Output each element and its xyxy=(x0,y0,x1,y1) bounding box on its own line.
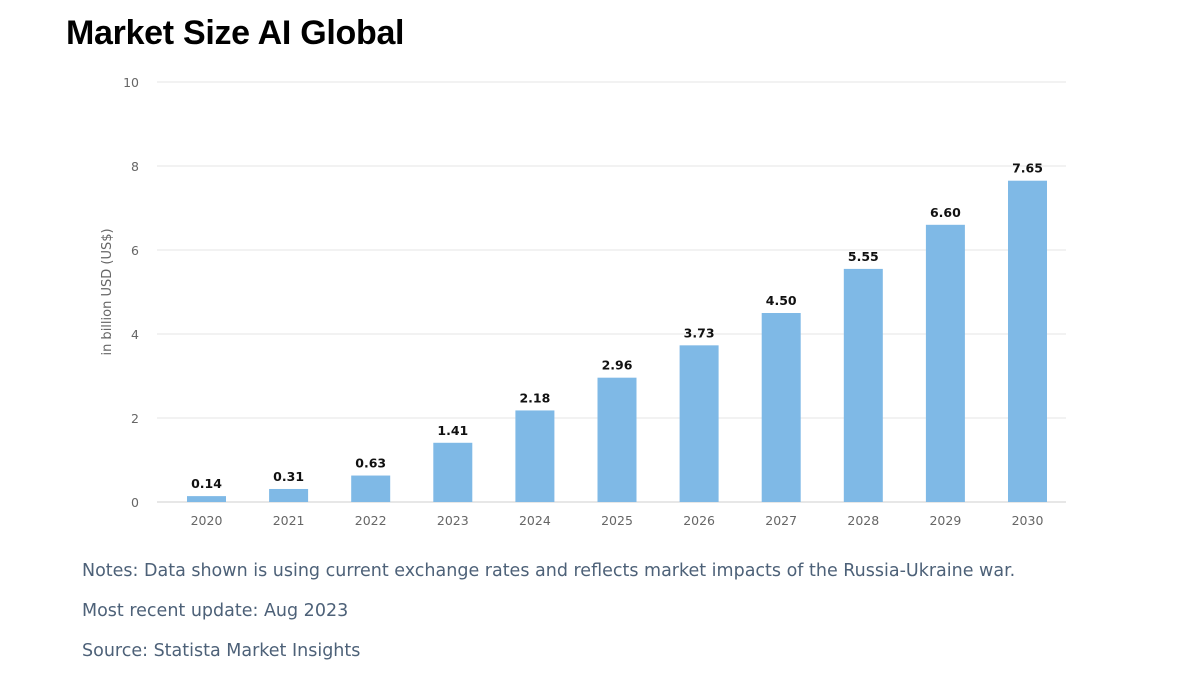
notes-text: Notes: Data shown is using current excha… xyxy=(82,561,1016,581)
bar-2021 xyxy=(269,488,309,502)
bar-chart: 0 2 4 6 8 10 in billion USD (US$) 0.14 0.31 0.6… xyxy=(100,75,1066,528)
y-tick-label: 8 xyxy=(131,159,139,174)
bar-2023 xyxy=(433,442,473,502)
data-label: 3.73 xyxy=(684,325,715,340)
x-tick-label: 2029 xyxy=(929,513,961,528)
bar-2024 xyxy=(515,410,555,502)
y-tick-label: 2 xyxy=(131,411,139,426)
data-label: 6.60 xyxy=(930,205,961,220)
bar-2026 xyxy=(679,345,719,502)
x-tick-label: 2024 xyxy=(519,513,551,528)
bar-2022 xyxy=(351,475,391,502)
y-axis-label: in billion USD (US$) xyxy=(100,228,115,355)
bar-2028 xyxy=(843,268,883,502)
data-label: 2.18 xyxy=(519,390,550,405)
data-label: 7.65 xyxy=(1012,161,1043,176)
bars xyxy=(187,180,1047,503)
chart-title: Market Size AI Global xyxy=(66,14,405,52)
x-tick-label: 2020 xyxy=(191,513,223,528)
x-tick-label: 2026 xyxy=(683,513,715,528)
y-tick-label: 10 xyxy=(123,75,139,90)
bar-2030 xyxy=(1008,180,1047,502)
data-label: 1.41 xyxy=(437,423,468,438)
bar-2020 xyxy=(187,496,226,502)
data-labels: 0.14 0.31 0.63 1.41 2.18 2.96 3.73 4.50 5.55 6.60… xyxy=(191,161,1043,491)
x-tick-label: 2025 xyxy=(601,513,633,528)
bar-2027 xyxy=(761,313,801,502)
y-tick-label: 6 xyxy=(131,243,139,258)
x-tick-label: 2030 xyxy=(1012,513,1044,528)
data-label: 0.14 xyxy=(191,476,222,491)
y-tick-label: 4 xyxy=(131,327,139,342)
x-tick-label: 2027 xyxy=(765,513,797,528)
bar-2029 xyxy=(925,224,965,503)
data-label: 2.96 xyxy=(602,358,633,373)
x-tick-label: 2022 xyxy=(355,513,387,528)
source-text: Source: Statista Market Insights xyxy=(82,641,361,661)
y-axis-ticks: 0 2 4 6 8 10 xyxy=(123,75,139,510)
x-axis-ticks: 2020 2021 2022 2023 2024 2025 2026 2027 2028 2029… xyxy=(191,513,1044,528)
x-tick-label: 2023 xyxy=(437,513,469,528)
y-tick-label: 0 xyxy=(131,495,139,510)
bar-2025 xyxy=(597,377,637,502)
data-label: 0.63 xyxy=(355,456,386,471)
x-tick-label: 2028 xyxy=(847,513,879,528)
data-label: 5.55 xyxy=(848,249,879,264)
update-text: Most recent update: Aug 2023 xyxy=(82,601,349,621)
x-tick-label: 2021 xyxy=(273,513,305,528)
data-label: 0.31 xyxy=(273,469,304,484)
data-label: 4.50 xyxy=(766,293,797,308)
